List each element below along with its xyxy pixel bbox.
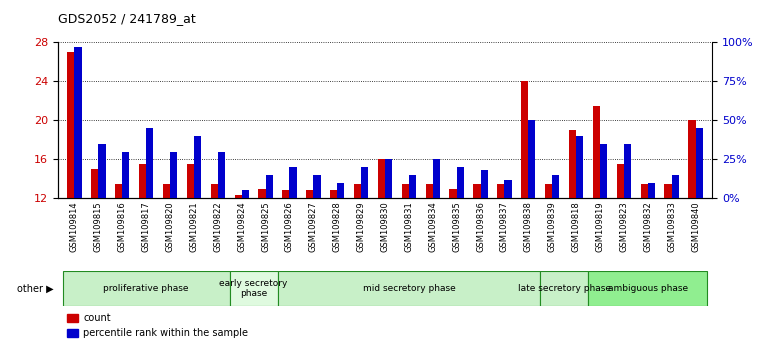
Bar <box>497 184 504 315</box>
Bar <box>457 167 464 198</box>
Bar <box>162 184 170 315</box>
Bar <box>695 128 703 198</box>
Bar <box>528 120 535 198</box>
Bar <box>665 184 671 315</box>
Bar <box>330 190 337 315</box>
Text: early secretory
phase: early secretory phase <box>219 279 288 298</box>
Bar <box>259 188 266 315</box>
Text: other ▶: other ▶ <box>17 284 54 293</box>
Bar <box>139 164 146 315</box>
Bar <box>306 190 313 315</box>
Bar <box>433 159 440 198</box>
Bar <box>402 184 409 315</box>
Bar <box>194 136 201 198</box>
Bar <box>211 184 218 315</box>
Bar <box>242 190 249 198</box>
Bar <box>552 175 559 198</box>
Bar <box>385 159 392 198</box>
Bar <box>648 183 655 198</box>
Bar <box>378 159 385 315</box>
Bar <box>277 271 541 306</box>
Bar <box>266 175 273 198</box>
Bar <box>688 120 695 315</box>
Bar <box>426 184 433 315</box>
Bar <box>99 144 105 198</box>
Bar <box>67 52 75 315</box>
Bar <box>361 167 368 198</box>
Bar <box>115 184 122 315</box>
Bar <box>624 144 631 198</box>
Bar <box>290 167 296 198</box>
Bar <box>450 188 457 315</box>
Bar <box>283 190 290 315</box>
Bar <box>504 179 511 198</box>
Bar <box>337 183 344 198</box>
Bar <box>576 136 583 198</box>
Bar <box>593 106 600 315</box>
Text: GDS2052 / 241789_at: GDS2052 / 241789_at <box>58 12 196 25</box>
Bar <box>62 271 229 306</box>
Text: late secretory phase: late secretory phase <box>517 284 611 293</box>
Text: proliferative phase: proliferative phase <box>103 284 189 293</box>
Bar <box>313 175 320 198</box>
Bar <box>187 164 194 315</box>
Bar <box>588 271 708 306</box>
Bar <box>671 175 679 198</box>
Bar <box>641 184 648 315</box>
Bar <box>91 169 99 315</box>
Bar <box>75 47 82 198</box>
Bar <box>600 144 608 198</box>
Bar <box>146 128 153 198</box>
Bar <box>617 164 624 315</box>
Bar <box>474 184 480 315</box>
Bar <box>170 152 177 198</box>
Text: ambiguous phase: ambiguous phase <box>608 284 688 293</box>
Bar <box>545 184 552 315</box>
Bar <box>218 152 225 198</box>
Bar <box>521 81 528 315</box>
Text: mid secretory phase: mid secretory phase <box>363 284 455 293</box>
Bar <box>409 175 416 198</box>
Bar <box>122 152 129 198</box>
Bar <box>569 130 576 315</box>
Bar <box>480 170 487 198</box>
Legend: count, percentile rank within the sample: count, percentile rank within the sample <box>62 309 252 342</box>
Bar <box>354 184 361 315</box>
Bar <box>235 195 242 315</box>
Bar <box>541 271 588 306</box>
Bar <box>229 271 277 306</box>
